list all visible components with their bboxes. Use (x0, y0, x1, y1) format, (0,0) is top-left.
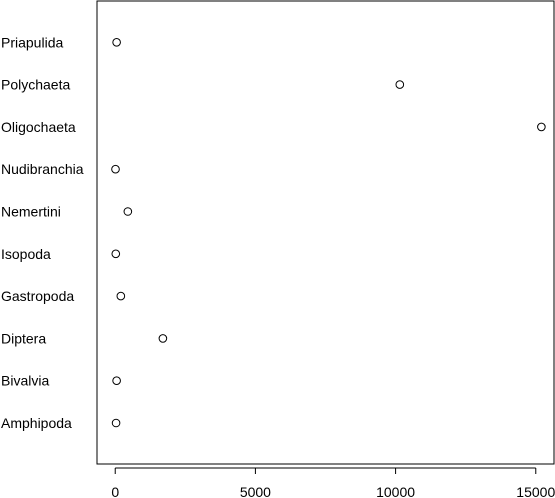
x-tick-label: 10000 (376, 484, 415, 498)
category-label: Nudibranchia (1, 161, 84, 177)
data-point (111, 164, 120, 174)
category-label: Gastropoda (1, 288, 74, 304)
category-label: Diptera (1, 330, 46, 346)
data-point (112, 38, 121, 47)
data-point (537, 122, 546, 132)
chart-marks: Amphipoda Bivalvia Diptera Gastropoda Isopod… (1, 34, 555, 498)
data-point (116, 291, 126, 301)
category-label: Amphipoda (1, 415, 72, 431)
data-point (158, 334, 168, 343)
category-label: Isopoda (1, 246, 51, 262)
category-label: Polychaeta (1, 77, 70, 93)
data-point (112, 376, 121, 386)
plot-frame (96, 0, 555, 465)
data-point (395, 80, 405, 89)
data-point (123, 207, 133, 216)
x-tick-label: 5000 (240, 484, 271, 498)
category-label: Oligochaeta (1, 119, 76, 135)
category-label: Priapulida (1, 34, 63, 50)
data-point (111, 418, 121, 428)
x-tick-label: 0 (111, 484, 119, 498)
category-label: Bivalvia (1, 373, 49, 389)
data-point (111, 249, 121, 259)
x-tick-label: 15000 (516, 484, 555, 498)
category-label: Nemertini (1, 204, 61, 220)
